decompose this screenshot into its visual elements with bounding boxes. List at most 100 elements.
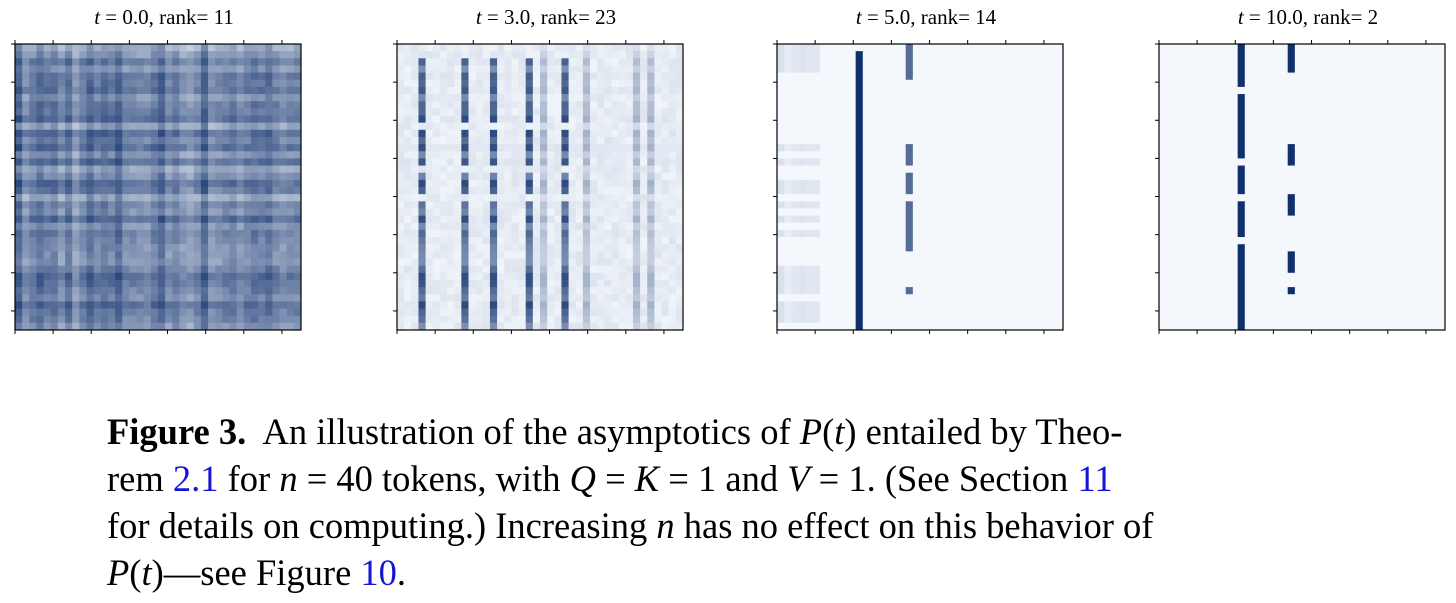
heatmap-cell [948,258,957,267]
heatmap-cell [86,115,95,124]
heatmap-cell [447,115,455,124]
heatmap-cell [1012,258,1021,267]
heatmap-cell [236,315,245,324]
heatmap-cell [200,251,209,259]
heatmap-cell [418,308,426,317]
heatmap-cell [43,136,52,145]
heatmap-cell [675,251,684,259]
heatmap-cell [72,79,80,88]
heatmap-cell [22,158,30,166]
heatmap-cell [93,258,102,267]
heatmap-cell [236,258,245,267]
heatmap-cell [834,72,842,81]
heatmap-cell [834,179,842,188]
heatmap-cell [518,51,527,59]
heatmap-cell [454,229,462,238]
heatmap-cell [869,108,878,116]
heatmap-cell [848,251,857,259]
heatmap-cell [143,72,152,81]
heatmap-cell [504,251,512,259]
heatmap-cell [115,244,123,252]
heatmap-cell [179,158,187,166]
heatmap-cell [675,158,684,166]
heatmap-cell [172,315,180,324]
heatmap-cell [158,272,166,281]
heatmap-cell [970,65,978,73]
heatmap-cell [812,222,821,231]
heatmap-cell [518,158,527,166]
heatmap-cell [432,94,441,102]
heatmap-cell [22,122,30,131]
heatmap-cell [647,294,655,302]
heatmap-cell [475,58,484,66]
heatmap-cell [912,115,921,124]
heatmap-cell [511,201,519,209]
heatmap-cell [418,44,426,52]
heatmap-cell [532,237,541,245]
heatmap-cell [172,151,180,159]
heatmap-cell [439,144,448,152]
heatmap-cell [582,279,591,288]
heatmap-cell [991,165,1000,174]
heatmap-cell [136,251,145,259]
heatmap-cell [43,86,52,95]
heatmap-cell [575,279,584,288]
heatmap-cell [447,51,455,59]
heatmap-cell [884,194,892,202]
heatmap-cell [784,272,792,281]
heatmap-cell [250,115,259,124]
heatmap-cell [243,272,252,281]
heatmap-cell [293,208,302,216]
heatmap-cell [1237,44,1246,52]
heatmap-cell [668,187,677,195]
heatmap-cell [165,201,173,209]
heatmap-cell [977,294,985,302]
heatmap-cell [955,122,964,131]
heatmap-cell [827,251,835,259]
heatmap-cell [962,258,971,267]
heatmap-cell [411,237,419,245]
heatmap-cell [100,222,109,231]
heatmap-cell [179,79,187,88]
heatmap-cell [791,279,799,288]
heatmap-cell [482,144,491,152]
heatmap-cell [984,144,992,152]
heatmap-cell [115,187,123,195]
heatmap-cell [411,129,419,138]
heatmap-cell [1020,51,1028,59]
heatmap-cell [777,229,785,238]
heatmap-cell [991,279,1000,288]
heatmap-cell [200,115,209,124]
heatmap-cell [29,51,37,59]
heatmap-cell [920,279,928,288]
heatmap-cell [150,151,159,159]
heatmap-cell [72,265,80,274]
heatmap-cell [912,187,921,195]
heatmap-cell [912,94,921,102]
heatmap-cell [136,222,145,231]
heatmap-cell [884,165,892,174]
heatmap-cell [279,158,288,166]
heatmap-cell [955,65,964,73]
heatmap-cell [812,208,821,216]
heatmap-cell [193,294,202,302]
heatmap-cell [819,129,828,138]
heatmap-cell [525,208,534,216]
heatmap-cell [575,222,584,231]
heatmap-cell [50,322,59,331]
heatmap-cell [834,201,842,209]
heatmap-cell [454,201,462,209]
heatmap-cell [604,272,612,281]
heatmap-cell [668,215,677,224]
heatmap-cell [654,194,662,202]
heatmap-cell [912,194,921,202]
heatmap-cell [920,158,928,166]
heatmap-cell [86,272,95,281]
heatmap-cell [411,322,419,331]
heatmap-cell [611,94,620,102]
heatmap-cell [79,129,87,138]
heatmap-cell [129,294,137,302]
heatmap-cell [1027,237,1035,245]
heatmap-cell [668,86,677,95]
heatmap-cell [970,308,978,317]
